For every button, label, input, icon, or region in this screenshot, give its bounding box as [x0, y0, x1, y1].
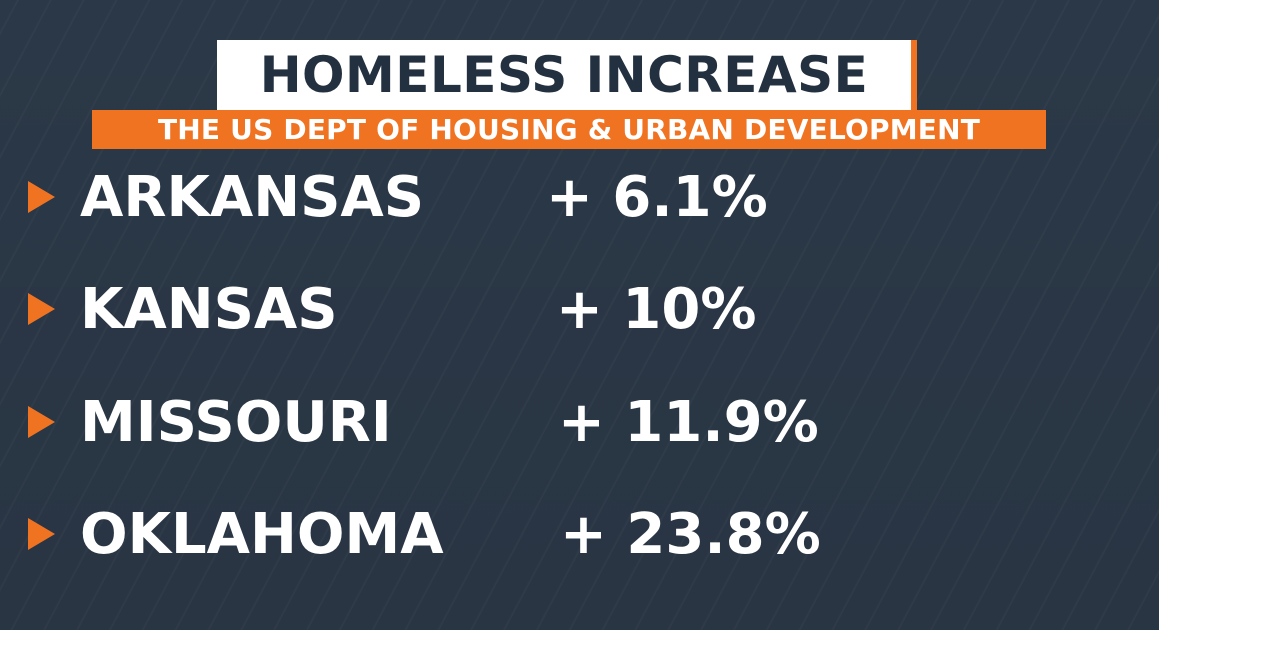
increase-value: + 6.1% — [546, 165, 768, 230]
state-name: KANSAS — [80, 277, 338, 342]
increase-value: + 10% — [556, 277, 757, 342]
state-name: OKLAHOMA — [80, 502, 444, 567]
news-graphic: HOMELESS INCREASE THE US DEPT OF HOUSING… — [0, 0, 1159, 630]
title-box: HOMELESS INCREASE — [217, 40, 917, 110]
list-item-missouri: MISSOURI + 11.9% — [0, 388, 1159, 458]
list-item-kansas: KANSAS + 10% — [0, 275, 1159, 345]
play-triangle-icon — [28, 406, 55, 438]
graphic-subtitle: THE US DEPT OF HOUSING & URBAN DEVELOPME… — [157, 113, 981, 146]
subtitle-bar: THE US DEPT OF HOUSING & URBAN DEVELOPME… — [92, 110, 1046, 149]
state-name: MISSOURI — [80, 390, 392, 455]
state-name: ARKANSAS — [80, 165, 425, 230]
play-triangle-icon — [28, 293, 55, 325]
increase-value: + 11.9% — [558, 390, 819, 455]
graphic-title: HOMELESS INCREASE — [259, 46, 869, 104]
increase-value: + 23.8% — [560, 502, 821, 567]
list-item-arkansas: ARKANSAS + 6.1% — [0, 163, 1159, 233]
play-triangle-icon — [28, 518, 55, 550]
play-triangle-icon — [28, 181, 55, 213]
list-item-oklahoma: OKLAHOMA + 23.8% — [0, 500, 1159, 570]
